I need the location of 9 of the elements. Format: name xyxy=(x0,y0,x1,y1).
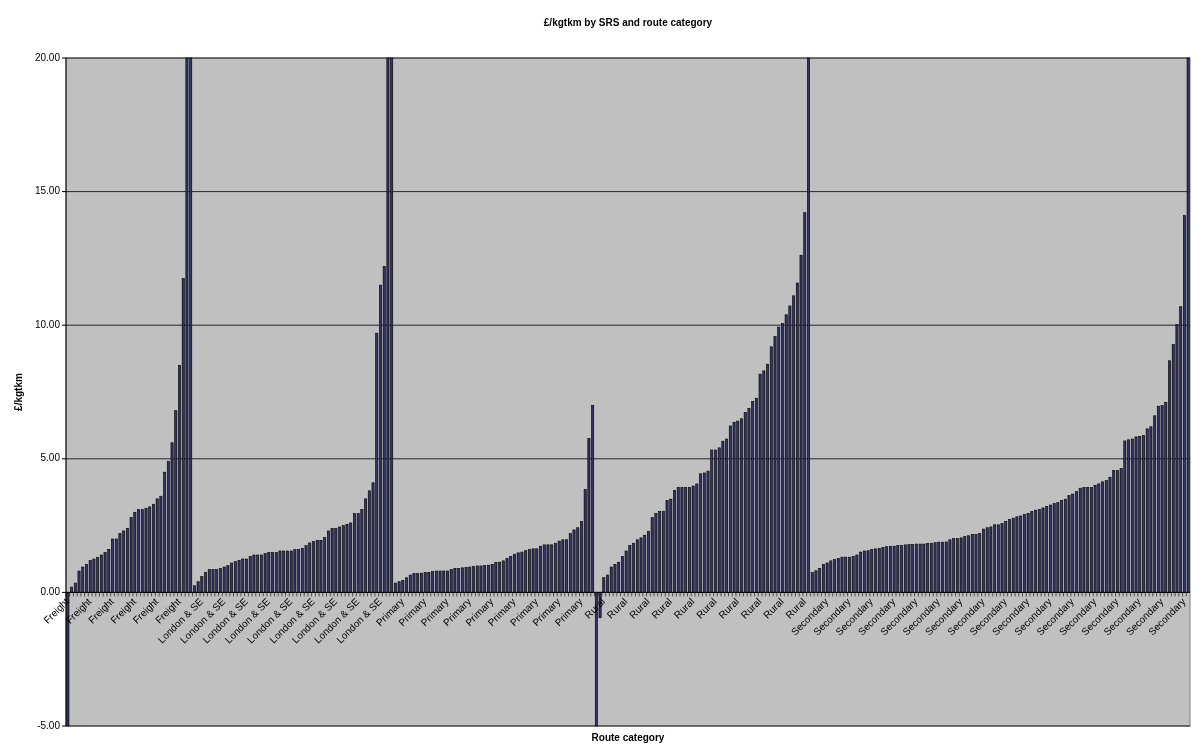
y-axis-title: £/kgtkm xyxy=(13,373,24,411)
y-tick-label: 0.00 xyxy=(40,586,61,598)
y-tick-label: 10.00 xyxy=(34,318,61,330)
y-tick-label: 20.00 xyxy=(34,51,61,63)
y-tick-label: 15.00 xyxy=(34,185,61,197)
x-axis-title: Route category xyxy=(591,732,665,743)
chart-title: £/kgtkm by SRS and route category xyxy=(543,17,713,28)
y-tick-label: 5.00 xyxy=(40,452,61,464)
y-tick-label: -5.00 xyxy=(37,719,61,731)
